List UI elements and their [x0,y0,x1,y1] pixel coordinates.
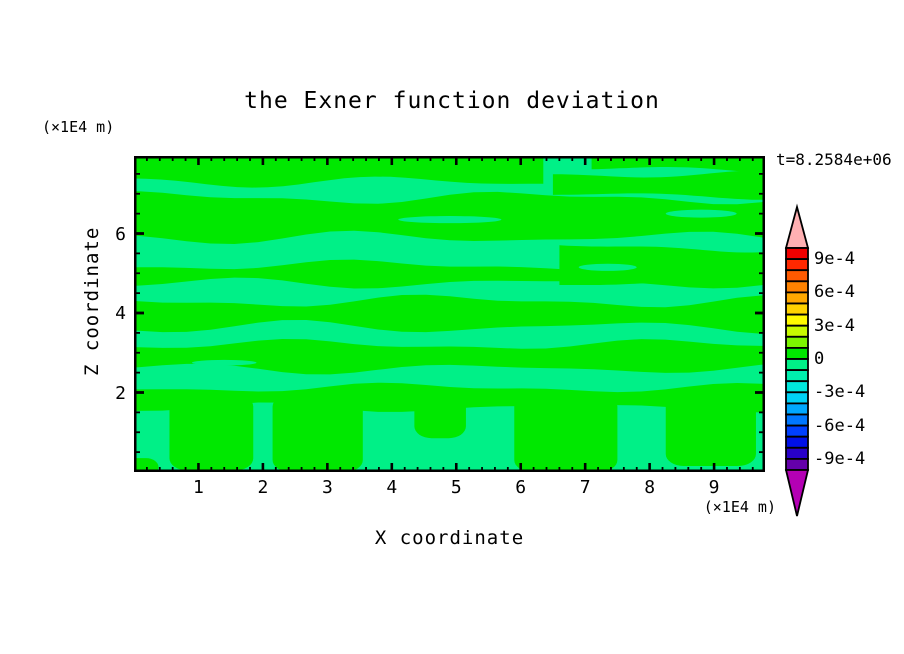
contour-lens-negative [504,379,550,386]
contour-band-positive [559,245,765,285]
colorbar-segment [785,258,809,272]
colorbar-segment [785,335,809,349]
colorbar-label: -6e-4 [814,415,866,436]
colorbar-segment [785,358,809,372]
plot-canvas [134,156,765,472]
contour-blob-positive [169,394,254,471]
colorbar-segment [785,391,809,405]
colorbar-segment [785,346,809,360]
plot-frame [134,156,765,472]
contour-blob-positive [665,394,756,467]
z-tick-label: 2 [115,382,126,404]
contour-blob-positive [514,394,618,472]
contour-lens-negative [398,216,502,224]
contour-band-positive [552,170,765,200]
x-tick-label: 6 [515,477,527,498]
colorbar-label: 3e-4 [814,315,855,336]
time-annotation: t=8.2584e+06 [776,150,892,169]
colorbar-label: 6e-4 [814,282,855,303]
contour-band-positive [134,294,765,334]
contour-band-positive [134,339,765,375]
colorbar-over-arrow [784,203,810,249]
x-tick-label: 9 [708,477,720,498]
colorbar-segment [785,457,809,471]
colorbar-label: -3e-4 [814,382,866,403]
colorbar-segment [785,324,809,338]
x-axis-unit-label: (×1E4 m) [703,498,776,516]
colorbar-segment [785,413,809,427]
colorbar-segment [785,369,809,383]
z-tick-label: 4 [115,303,126,324]
colorbar-segment [785,435,809,449]
contour-lens-negative [665,209,737,218]
contour-blob-positive [414,394,466,439]
colorbar-segment [785,380,809,394]
colorbar-segment [785,313,809,327]
contour-lens-negative [192,359,257,366]
colorbar-label: 9e-4 [814,249,855,270]
contour-blob-positive [272,394,363,472]
x-tick-label: 7 [579,477,591,498]
x-axis-title: X coordinate [374,527,525,549]
colorbar-segment [785,247,809,261]
colorbar-label: -9e-4 [814,448,866,469]
plot-title: the Exner function deviation [244,88,660,114]
colorbar-segment [785,302,809,316]
contour-blob-positive [134,458,159,472]
contour-field [134,156,765,472]
colorbar [784,203,810,517]
colorbar-label: 0 [814,349,825,369]
contour-band-positive [134,156,544,188]
colorbar-segment [785,424,809,438]
z-tick-label: 6 [115,223,126,245]
x-tick-label: 3 [321,477,333,498]
contour-lens-negative [578,263,637,271]
colorbar-segment [785,446,809,460]
contour-band-positive [591,156,765,174]
colorbar-segment [785,402,809,416]
colorbar-segment [785,280,809,294]
x-tick-label: 2 [257,477,269,498]
x-tick-label: 5 [450,477,462,498]
colorbar-under-arrow [784,469,810,517]
x-tick-label: 1 [193,477,204,498]
colorbar-segment [785,269,809,283]
x-tick-label: 8 [644,477,656,498]
z-axis-unit-label: (×1E4 m) [42,118,115,136]
colorbar-segment [785,291,809,305]
x-tick-label: 4 [386,477,398,498]
